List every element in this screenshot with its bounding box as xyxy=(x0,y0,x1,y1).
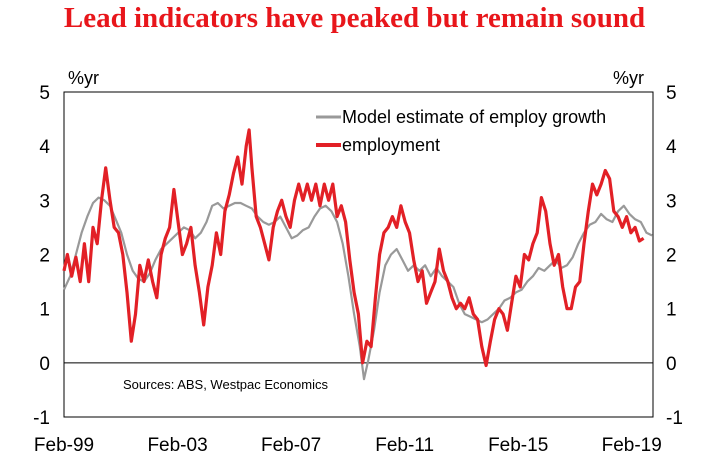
y-axis-right: -1 0 1 2 3 4 5 xyxy=(666,83,683,429)
y-tick-left: -1 xyxy=(33,408,50,429)
y-tick-left: 4 xyxy=(39,137,50,158)
x-axis: Feb-99 Feb-03 Feb-07 Feb-11 Feb-15 Feb-19 xyxy=(34,435,662,456)
y-tick-right: 5 xyxy=(666,83,677,104)
source-note: Sources: ABS, Westpac Economics xyxy=(123,377,328,392)
plot-frame xyxy=(63,91,654,418)
legend-label-model: Model estimate of employ growth xyxy=(342,107,606,127)
x-tick-label: Feb-15 xyxy=(488,435,548,456)
y-tick-right: 4 xyxy=(666,137,677,158)
y-axis-left: -1 0 1 2 3 4 5 xyxy=(33,83,50,429)
x-tick-label: Feb-11 xyxy=(375,435,434,456)
y-tick-left: 1 xyxy=(39,300,50,321)
legend: Model estimate of employ growth employme… xyxy=(316,107,606,155)
x-tick-label: Feb-03 xyxy=(147,435,207,456)
y-tick-left: 0 xyxy=(39,354,50,375)
y-unit-right: %yr xyxy=(613,68,644,88)
series-line-employment xyxy=(62,128,645,368)
y-tick-left: 2 xyxy=(39,246,50,267)
x-tick-label: Feb-19 xyxy=(602,435,662,456)
y-tick-left: 5 xyxy=(39,83,50,104)
y-tick-right: 2 xyxy=(666,246,677,267)
x-tick-label: Feb-99 xyxy=(34,435,94,456)
y-tick-right: 0 xyxy=(666,354,677,375)
legend-label-employment: employment xyxy=(342,135,440,155)
y-tick-right: 1 xyxy=(666,300,677,321)
y-unit-left: %yr xyxy=(68,68,99,88)
x-tick-label: Feb-07 xyxy=(261,435,321,456)
y-tick-right: -1 xyxy=(666,408,683,429)
series-lines xyxy=(62,128,653,381)
y-tick-left: 3 xyxy=(39,191,50,212)
y-tick-right: 3 xyxy=(666,191,677,212)
chart-title: Lead indicators have peaked but remain s… xyxy=(63,2,646,34)
